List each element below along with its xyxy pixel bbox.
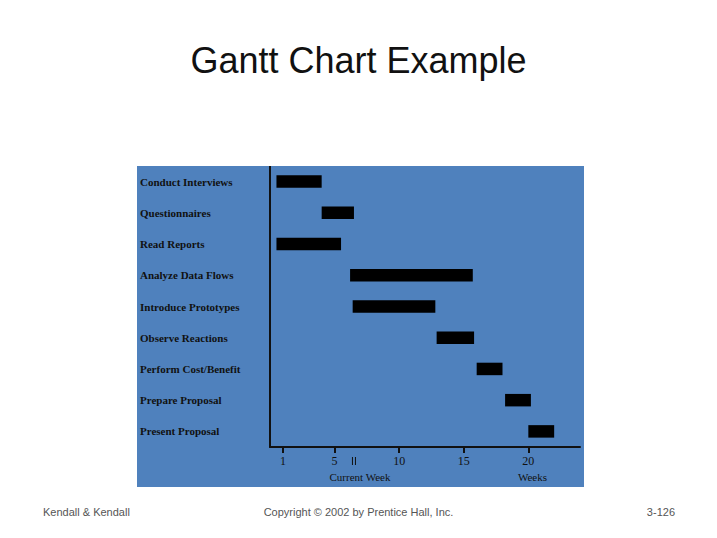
html-text:Copyright © 2002 by Prentice H: Copyright © 2002 by Prentice Hall, Inc.	[263, 506, 454, 518]
svg-text:1: 1	[280, 454, 286, 468]
svg-text:Weeks: Weeks	[518, 471, 547, 483]
svg-text:Present Proposal: Present Proposal	[140, 425, 219, 437]
svg-text:Questionnaires: Questionnaires	[140, 207, 211, 219]
svg-text:Read Reports: Read Reports	[140, 238, 205, 250]
svg-text:Prepare Proposal: Prepare Proposal	[140, 394, 222, 406]
svg-text:Observe Reactions: Observe Reactions	[140, 332, 228, 344]
html-text:3-126: 3-126	[646, 506, 675, 518]
svg-text:20: 20	[522, 454, 534, 468]
svg-text:Introduce Prototypes: Introduce Prototypes	[140, 301, 240, 313]
svg-text:Analyze Data Flows: Analyze Data Flows	[140, 269, 234, 281]
html-text:Kendall & Kendall: Kendall & Kendall	[43, 506, 130, 518]
svg-text:15: 15	[458, 454, 470, 468]
svg-text:5: 5	[332, 454, 338, 468]
svg-text:Conduct Interviews: Conduct Interviews	[140, 176, 233, 188]
svg-text:Current Week: Current Week	[329, 471, 390, 483]
html-text:Gantt Chart Example: Gantt Chart Example	[190, 40, 527, 81]
svg-text:10: 10	[393, 454, 405, 468]
svg-text:Perform Cost/Benefit: Perform Cost/Benefit	[140, 363, 241, 375]
